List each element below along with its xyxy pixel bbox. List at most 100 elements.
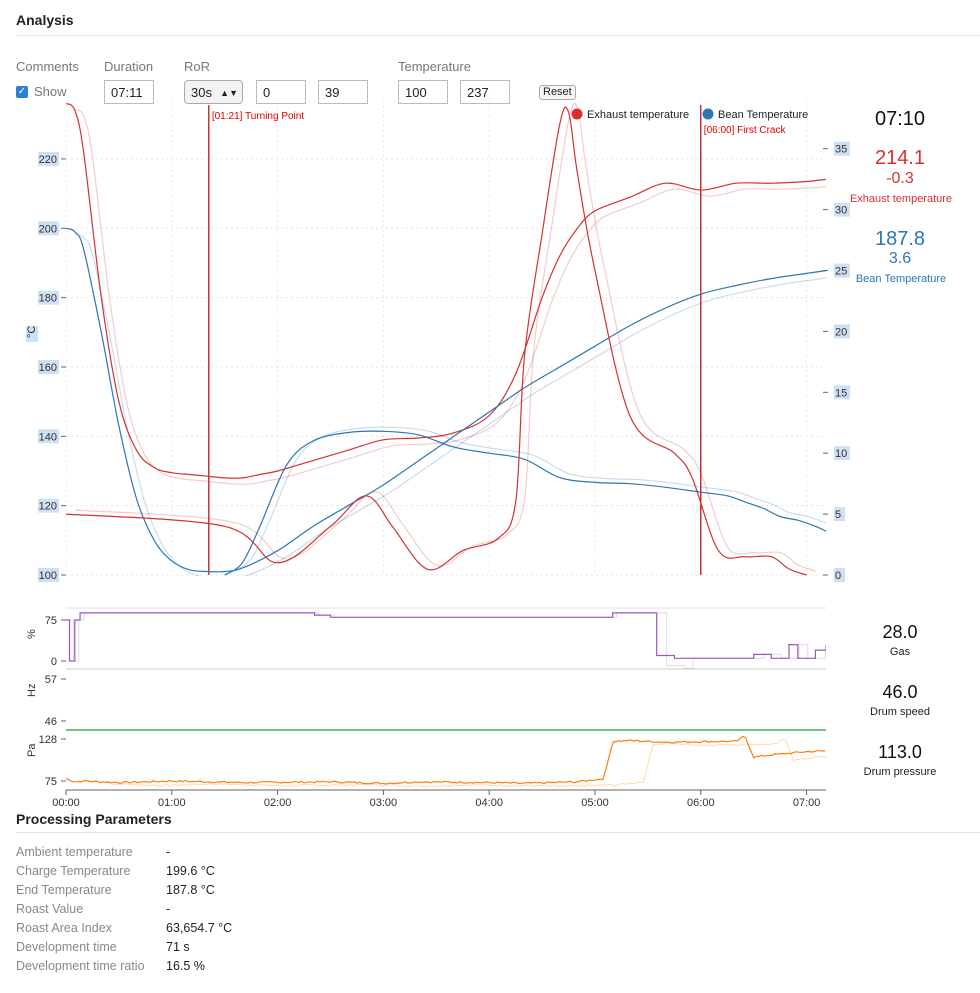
y-tick-label: 180 (39, 293, 57, 305)
tick-label-bg (38, 429, 59, 444)
reference-line (70, 612, 826, 669)
x-tick-label: 00:00 (52, 797, 80, 809)
ror-label: RoR (184, 59, 211, 74)
series-line (66, 735, 826, 785)
param-label: Development time ratio (16, 959, 145, 973)
reference-line (74, 108, 826, 485)
tick-label-bg (834, 202, 850, 217)
y-tick-label: 220 (39, 154, 57, 166)
processing-title: Processing Parameters (16, 811, 172, 827)
temperature-series (66, 102, 826, 576)
event-label: [01:21] Turning Point (212, 111, 305, 122)
temp-max-input[interactable]: 237 (460, 80, 510, 104)
gas-label: Gas (889, 646, 911, 658)
drum-speed-label: Drum speed (870, 706, 930, 718)
tick-label-bg (834, 263, 850, 278)
show-label: Show (34, 84, 67, 99)
x-tick-label: 05:00 (581, 797, 609, 809)
param-value: - (166, 902, 171, 916)
event-label: [06:00] First Crack (704, 125, 787, 136)
ror-max-input[interactable]: 39 (318, 80, 368, 104)
param-value: - (166, 845, 171, 859)
legend-marker (571, 108, 583, 120)
param-value: 199.6 °C (166, 864, 215, 878)
param-label: Development time (16, 940, 117, 954)
show-comments-checkbox[interactable]: ✓ (16, 86, 28, 98)
ror-select-value: 30s (191, 85, 212, 100)
tick-label-bg (834, 324, 850, 339)
y2-tick-label: 30 (835, 205, 847, 217)
reference-line (74, 233, 826, 576)
gas-tick-label: 75 (45, 615, 57, 627)
y2-tick-label: 25 (835, 266, 847, 278)
legend-marker (702, 108, 714, 120)
param-value: 16.5 % (166, 959, 205, 973)
reference-line (74, 102, 816, 572)
gas-series (66, 612, 826, 669)
tick-label-bg (834, 385, 850, 400)
y-tick-label: 120 (39, 501, 57, 513)
y2-tick-label: 35 (835, 144, 847, 156)
param-value: 187.8 °C (166, 883, 215, 897)
y-tick-label: 160 (39, 362, 57, 374)
drum-pressure-label: Drum pressure (863, 766, 937, 778)
y-axis-title: °C (26, 326, 38, 338)
tick-label-bg (38, 290, 59, 305)
bean-ror-value: 3.6 (888, 250, 912, 267)
hz-tick-label: 46 (45, 716, 57, 728)
y-axis-title-bg (26, 326, 38, 342)
pa-tick-label: 75 (45, 776, 57, 788)
y-tick-label: 140 (39, 431, 57, 443)
y2-tick-label: 15 (835, 387, 847, 399)
param-label: End Temperature (16, 883, 112, 897)
bean-temp-value: 187.8 (874, 228, 926, 250)
exhaust-ror-value: -0.3 (886, 170, 914, 187)
tick-label-bg (38, 151, 59, 166)
series-line (66, 106, 807, 576)
exhaust-temp-value: 214.1 (874, 147, 926, 169)
x-tick-label: 04:00 (475, 797, 503, 809)
tick-label-bg (834, 507, 845, 522)
bean-temp-label: Bean Temperature (855, 273, 947, 285)
exhaust-temp-label: Exhaust temperature (849, 193, 953, 205)
chart-legend: Exhaust temperature Bean Temperature (571, 108, 808, 121)
temperature-label: Temperature (398, 59, 471, 74)
y2-tick-label: 5 (835, 509, 841, 521)
tick-label-bg (38, 221, 59, 236)
x-tick-label: 03:00 (370, 797, 398, 809)
ror-select[interactable]: 30s ▲▼ (184, 80, 243, 104)
legend-label: Exhaust temperature (587, 109, 689, 121)
duration-label: Duration (104, 59, 154, 74)
drum-pressure-series (66, 735, 826, 788)
param-value: 63,654.7 °C (166, 921, 233, 935)
y2-tick-label: 0 (835, 570, 841, 582)
ror-min-input[interactable]: 0 (256, 80, 306, 104)
tick-label-bg (834, 446, 850, 461)
tick-label-bg (834, 141, 850, 156)
x-tick-label: 01:00 (158, 797, 186, 809)
x-tick-label: 02:00 (264, 797, 292, 809)
gas-axis-title: % (26, 629, 38, 639)
y-tick-label: 100 (39, 570, 57, 582)
series-line (66, 227, 826, 573)
legend-label: Bean Temperature (718, 109, 808, 121)
series-line (224, 430, 826, 576)
chevron-updown-icon: ▲▼ (220, 88, 238, 98)
tick-label-bg (38, 359, 59, 374)
pa-axis-title: Pa (26, 743, 38, 757)
series-line (66, 102, 826, 479)
reference-line (105, 738, 826, 788)
param-value: 71 s (166, 940, 190, 954)
param-label: Roast Area Index (16, 921, 112, 935)
param-label: Charge Temperature (16, 864, 131, 878)
reset-button[interactable]: Reset (539, 85, 576, 100)
temp-min-input[interactable]: 100 (398, 80, 448, 104)
tick-label-bg (834, 568, 845, 582)
param-label: Roast Value (16, 902, 84, 916)
y-tick-label: 200 (39, 223, 57, 235)
series-line (66, 612, 826, 662)
duration-input[interactable]: 07:11 (104, 80, 154, 104)
chart-axes: 100 120 140 160 180 200 220 0 5 10 15 20 25 30 35 °C 0 75… (26, 141, 850, 809)
hz-tick-label: 57 (45, 674, 57, 686)
gas-tick-label: 0 (51, 656, 57, 668)
